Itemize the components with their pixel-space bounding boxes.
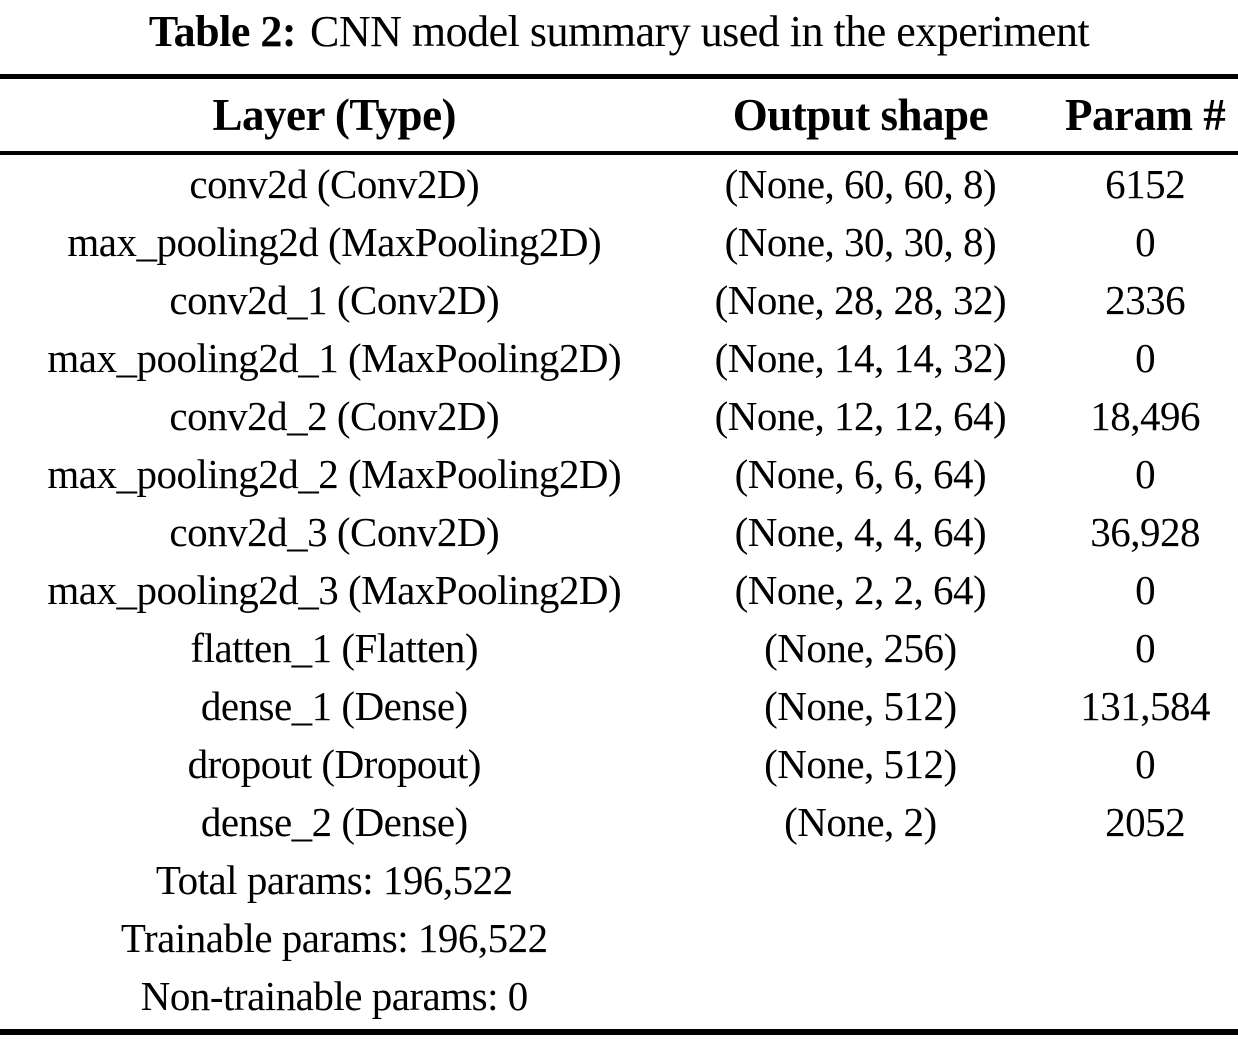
table-row: max_pooling2d_2 (MaxPooling2D) (None, 6,… [0, 445, 1238, 503]
param-cell: 0 [1135, 625, 1156, 671]
table-row: dropout (Dropout) (None, 512) 0 [0, 735, 1238, 793]
table-row: dense_2 (Dense) (None, 2) 2052 [0, 793, 1238, 851]
output-shape-cell: (None, 4, 4, 64) [734, 509, 987, 555]
output-shape-cell: (None, 2) [784, 799, 937, 845]
output-shape-cell: (None, 512) [764, 741, 957, 787]
output-shape-cell: (None, 512) [764, 683, 957, 729]
layer-cell: dropout (Dropout) [187, 741, 482, 787]
table-row: conv2d (Conv2D) (None, 60, 60, 8) 6152 [0, 155, 1238, 213]
param-cell: 0 [1135, 219, 1156, 265]
param-cell: 36,928 [1090, 509, 1200, 555]
table-row: conv2d_2 (Conv2D) (None, 12, 12, 64) 18,… [0, 387, 1238, 445]
bottom-rule [0, 1029, 1238, 1035]
output-shape-cell: (None, 28, 28, 32) [714, 277, 1007, 323]
output-shape-cell: (None, 14, 14, 32) [714, 335, 1007, 381]
param-cell: 6152 [1105, 161, 1186, 207]
table-row: max_pooling2d (MaxPooling2D) (None, 30, … [0, 213, 1238, 271]
param-cell: 0 [1135, 741, 1156, 787]
output-shape-cell: (None, 256) [764, 625, 957, 671]
summary-row-non-trainable-params: Non-trainable params: 0 [0, 967, 1238, 1025]
output-shape-cell: (None, 2, 2, 64) [734, 567, 987, 613]
table-row: max_pooling2d_1 (MaxPooling2D) (None, 14… [0, 329, 1238, 387]
output-shape-cell: (None, 12, 12, 64) [714, 393, 1007, 439]
param-cell: 18,496 [1090, 393, 1200, 439]
layer-cell: max_pooling2d (MaxPooling2D) [67, 219, 602, 265]
summary-row-trainable-params: Trainable params: 196,522 [0, 909, 1238, 967]
layer-cell: dense_2 (Dense) [200, 799, 468, 845]
layer-cell: dense_1 (Dense) [200, 683, 468, 729]
layer-cell: max_pooling2d_2 (MaxPooling2D) [47, 451, 622, 497]
column-header-param: Param # [1065, 90, 1226, 140]
layer-cell: max_pooling2d_3 (MaxPooling2D) [47, 567, 622, 613]
summary-text: Total params: 196,522 [155, 857, 513, 903]
table-header-row: Layer (Type) Output shape Param # [0, 79, 1238, 151]
layer-cell: conv2d (Conv2D) [189, 161, 480, 207]
summary-row-total-params: Total params: 196,522 [0, 851, 1238, 909]
layer-cell: flatten_1 (Flatten) [190, 625, 479, 671]
top-rule [0, 74, 1238, 79]
param-cell: 2336 [1105, 277, 1186, 323]
table-caption-text: CNN model summary used in the experiment [310, 7, 1090, 56]
output-shape-cell: (None, 6, 6, 64) [734, 451, 987, 497]
layer-cell: conv2d_1 (Conv2D) [169, 277, 500, 323]
param-cell: 2052 [1105, 799, 1186, 845]
table-row: flatten_1 (Flatten) (None, 256) 0 [0, 619, 1238, 677]
summary-text: Trainable params: 196,522 [120, 915, 548, 961]
layer-cell: conv2d_3 (Conv2D) [169, 509, 500, 555]
table-row: dense_1 (Dense) (None, 512) 131,584 [0, 677, 1238, 735]
param-cell: 0 [1135, 451, 1156, 497]
header-rule [0, 151, 1238, 155]
column-header-layer: Layer (Type) [212, 90, 457, 140]
output-shape-cell: (None, 30, 30, 8) [724, 219, 997, 265]
column-header-output-shape: Output shape [732, 90, 989, 140]
table-caption-label: Table 2: [148, 7, 297, 56]
param-cell: 0 [1135, 335, 1156, 381]
layer-cell: max_pooling2d_1 (MaxPooling2D) [47, 335, 622, 381]
layer-cell: conv2d_2 (Conv2D) [169, 393, 500, 439]
summary-text: Non-trainable params: 0 [140, 973, 528, 1019]
param-cell: 131,584 [1080, 683, 1210, 729]
output-shape-cell: (None, 60, 60, 8) [724, 161, 997, 207]
table-caption: Table 2: CNN model summary used in the ex… [0, 0, 1238, 58]
table-row: conv2d_3 (Conv2D) (None, 4, 4, 64) 36,92… [0, 503, 1238, 561]
param-cell: 0 [1135, 567, 1156, 613]
table-row: conv2d_1 (Conv2D) (None, 28, 28, 32) 233… [0, 271, 1238, 329]
table-row: max_pooling2d_3 (MaxPooling2D) (None, 2,… [0, 561, 1238, 619]
